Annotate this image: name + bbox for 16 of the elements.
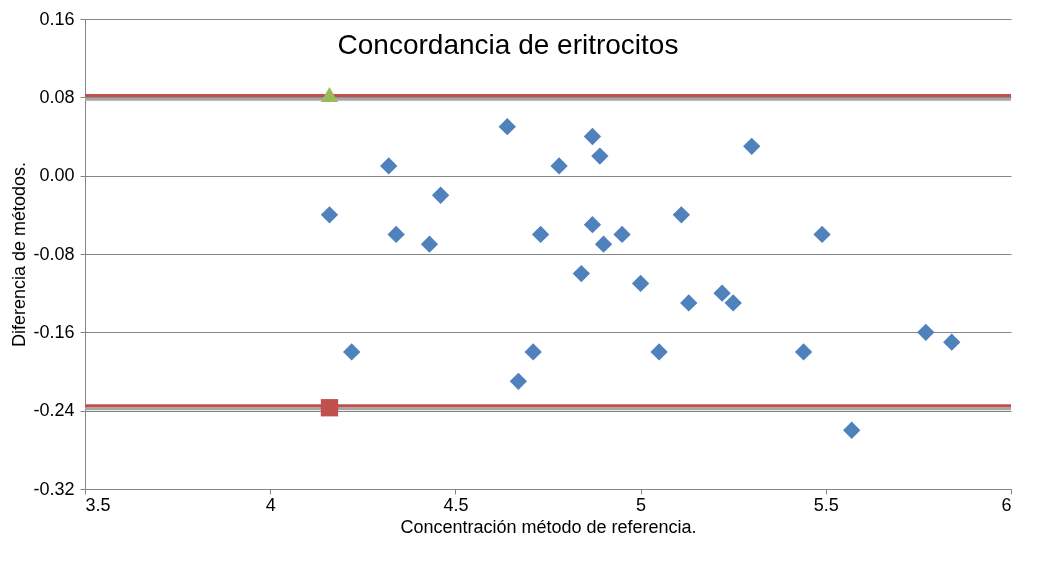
x-tick-label: 5 [636, 494, 647, 515]
x-axis-title: Concentración método de referencia. [400, 516, 697, 537]
y-tick-label: -0.16 [33, 321, 75, 342]
y-tick-label: 0.16 [39, 8, 75, 29]
y-tick-label: -0.32 [33, 478, 75, 499]
y-tick-label: 0.00 [39, 165, 75, 186]
x-tick-label: 5.5 [813, 494, 839, 515]
y-tick-label: -0.08 [33, 243, 75, 264]
x-tick-label: 4 [265, 494, 276, 515]
x-tick-label: 4.5 [443, 494, 469, 515]
y-tick-label: -0.24 [33, 400, 75, 421]
x-tick-label: 6 [1001, 494, 1012, 515]
y-tick-label: 0.08 [39, 86, 75, 107]
y-axis-title: Diferencia de métodos. [9, 161, 30, 348]
x-tick-label: 3.5 [85, 494, 111, 515]
chart-title: Concordancia de eritrocitos [337, 29, 679, 60]
